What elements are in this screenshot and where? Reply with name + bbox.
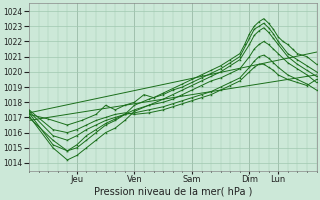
X-axis label: Pression niveau de la mer( hPa ): Pression niveau de la mer( hPa ) [93, 187, 252, 197]
